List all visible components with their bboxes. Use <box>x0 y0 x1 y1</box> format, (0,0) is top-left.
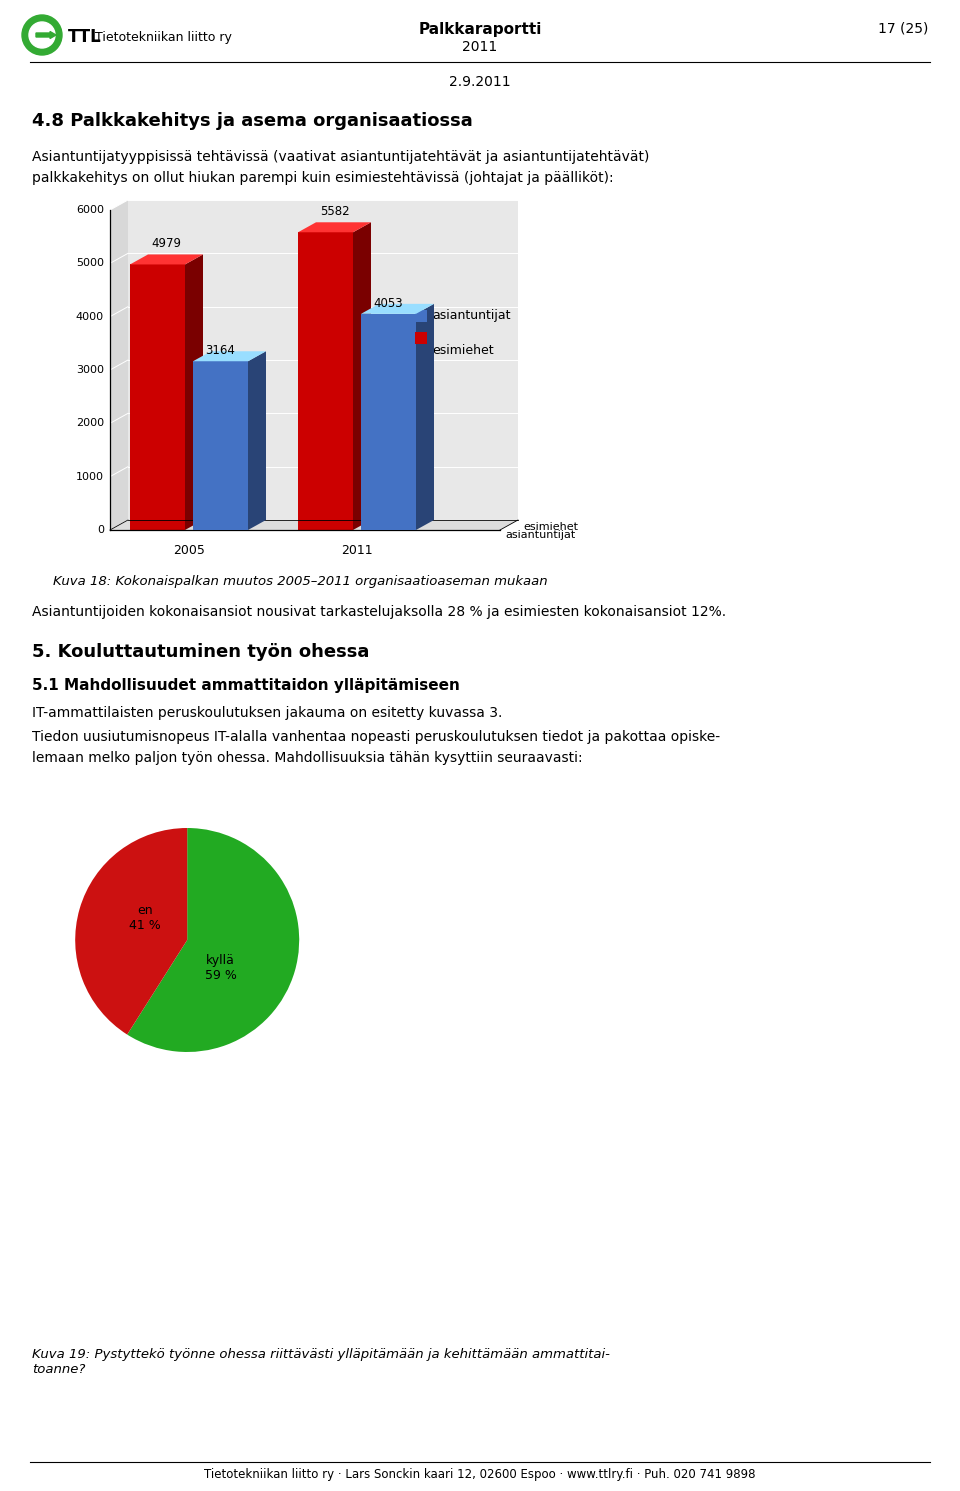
Text: en
41 %: en 41 % <box>129 904 160 932</box>
Text: asiantuntijat: asiantuntijat <box>505 529 575 540</box>
Text: Kuva 19: Pystyttekö työnne ohessa riittävästi ylläpitämään ja kehittämään ammatt: Kuva 19: Pystyttekö työnne ohessa riittä… <box>32 1348 610 1376</box>
Polygon shape <box>130 255 203 264</box>
Polygon shape <box>361 304 434 313</box>
Text: Tietotekniikan liitto ry: Tietotekniikan liitto ry <box>95 31 232 45</box>
Polygon shape <box>416 304 434 529</box>
Polygon shape <box>110 200 128 529</box>
Text: esimiehet: esimiehet <box>432 343 493 356</box>
Text: 4979: 4979 <box>152 237 181 250</box>
Text: Asiantuntijatyyppisissä tehtävissä (vaativat asiantuntijatehtävät ja asiantuntij: Asiantuntijatyyppisissä tehtävissä (vaat… <box>32 151 649 185</box>
Text: kyllä
59 %: kyllä 59 % <box>204 954 237 983</box>
Text: 5. Kouluttautuminen työn ohessa: 5. Kouluttautuminen työn ohessa <box>32 643 370 661</box>
Wedge shape <box>75 828 187 1035</box>
Bar <box>193 361 248 529</box>
Text: 2000: 2000 <box>76 419 104 428</box>
Bar <box>415 310 427 322</box>
Text: 6000: 6000 <box>76 204 104 215</box>
Text: 2011: 2011 <box>463 40 497 54</box>
Text: 2005: 2005 <box>173 544 204 558</box>
Polygon shape <box>353 222 371 529</box>
Circle shape <box>22 15 62 55</box>
Text: TTL: TTL <box>68 28 102 46</box>
Text: 4.8 Palkkakehitys ja asema organisaatiossa: 4.8 Palkkakehitys ja asema organisaatios… <box>32 112 472 130</box>
Text: 0: 0 <box>97 525 104 535</box>
Wedge shape <box>127 828 300 1053</box>
Text: Tiedon uusiutumisnopeus IT-alalla vanhentaa nopeasti peruskoulutuksen tiedot ja : Tiedon uusiutumisnopeus IT-alalla vanhen… <box>32 731 720 765</box>
Text: 2.9.2011: 2.9.2011 <box>449 75 511 89</box>
Polygon shape <box>248 352 266 529</box>
Polygon shape <box>298 222 371 233</box>
Text: 17 (25): 17 (25) <box>877 22 928 36</box>
Text: 4053: 4053 <box>373 297 403 310</box>
Bar <box>298 233 353 529</box>
Text: esimiehet: esimiehet <box>523 522 578 532</box>
Text: 5582: 5582 <box>320 206 349 218</box>
Text: 5.1 Mahdollisuudet ammattitaidon ylläpitämiseen: 5.1 Mahdollisuudet ammattitaidon ylläpit… <box>32 678 460 693</box>
Text: 2011: 2011 <box>341 544 372 558</box>
Polygon shape <box>185 255 203 529</box>
Text: 4000: 4000 <box>76 312 104 322</box>
Text: 1000: 1000 <box>76 471 104 482</box>
Text: asiantuntijat: asiantuntijat <box>432 310 511 322</box>
Text: IT-ammattilaisten peruskoulutuksen jakauma on esitetty kuvassa 3.: IT-ammattilaisten peruskoulutuksen jakau… <box>32 707 502 720</box>
Bar <box>361 313 416 529</box>
Polygon shape <box>128 200 518 520</box>
Text: Tietotekniikan liitto ry · Lars Sonckin kaari 12, 02600 Espoo · www.ttlry.fi · P: Tietotekniikan liitto ry · Lars Sonckin … <box>204 1469 756 1481</box>
Bar <box>130 264 185 529</box>
Polygon shape <box>110 520 518 529</box>
Polygon shape <box>193 352 266 361</box>
Text: 5000: 5000 <box>76 258 104 268</box>
Text: 3164: 3164 <box>205 344 235 358</box>
Text: Kuva 18: Kokonaispalkan muutos 2005–2011 organisaatioaseman mukaan: Kuva 18: Kokonaispalkan muutos 2005–2011… <box>53 576 547 587</box>
Text: 3000: 3000 <box>76 365 104 376</box>
Bar <box>415 332 427 344</box>
FancyArrow shape <box>36 31 56 39</box>
Text: Palkkaraportti: Palkkaraportti <box>419 22 541 37</box>
Text: Asiantuntijoiden kokonaisansiot nousivat tarkastelujaksolla 28 % ja esimiesten k: Asiantuntijoiden kokonaisansiot nousivat… <box>32 605 726 619</box>
Circle shape <box>29 22 55 48</box>
